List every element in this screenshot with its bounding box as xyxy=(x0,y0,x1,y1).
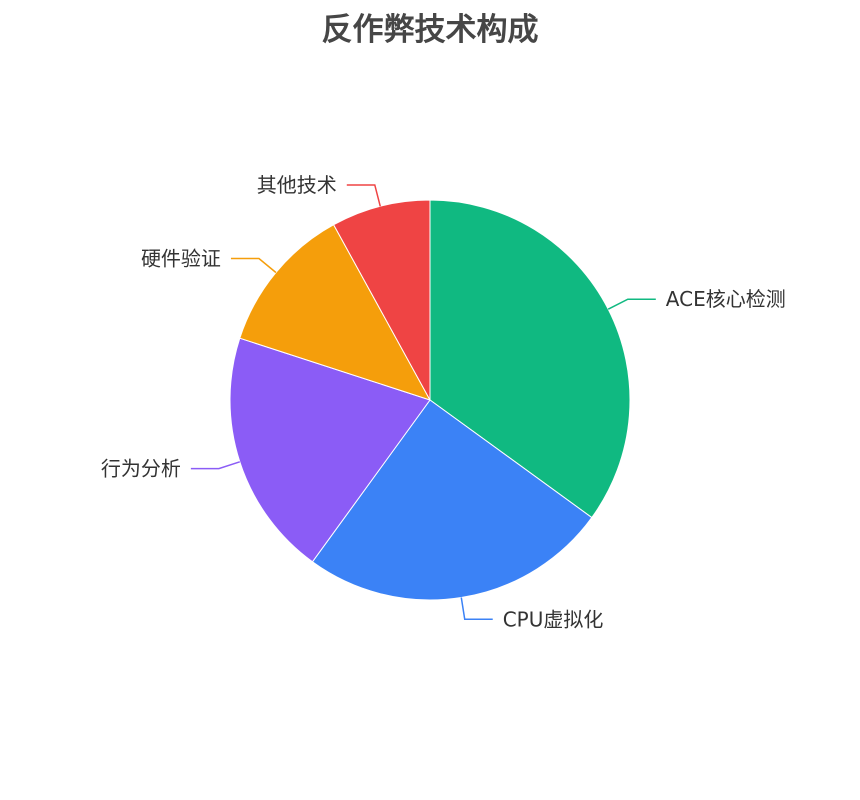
pie-slice[interactable] xyxy=(239,224,432,401)
slice-label: 其他技术 xyxy=(257,173,337,197)
label-leader-line xyxy=(607,298,656,310)
label-leader-line xyxy=(190,461,241,470)
pie-slice[interactable] xyxy=(429,199,631,519)
slice-label: 行为分析 xyxy=(101,457,181,481)
slice-label: 硬件验证 xyxy=(141,246,221,270)
label-leader-line xyxy=(460,597,493,621)
label-leader-line xyxy=(346,184,381,207)
chart-title: 反作弊技术构成 xyxy=(321,12,539,48)
pie-slice[interactable] xyxy=(311,399,593,601)
label-leader-line xyxy=(230,257,277,274)
slice-label: ACE核心检测 xyxy=(666,287,786,311)
pie-slice[interactable] xyxy=(229,337,431,563)
slice-label: CPU虚拟化 xyxy=(503,607,604,631)
pie-slice[interactable] xyxy=(332,199,431,401)
